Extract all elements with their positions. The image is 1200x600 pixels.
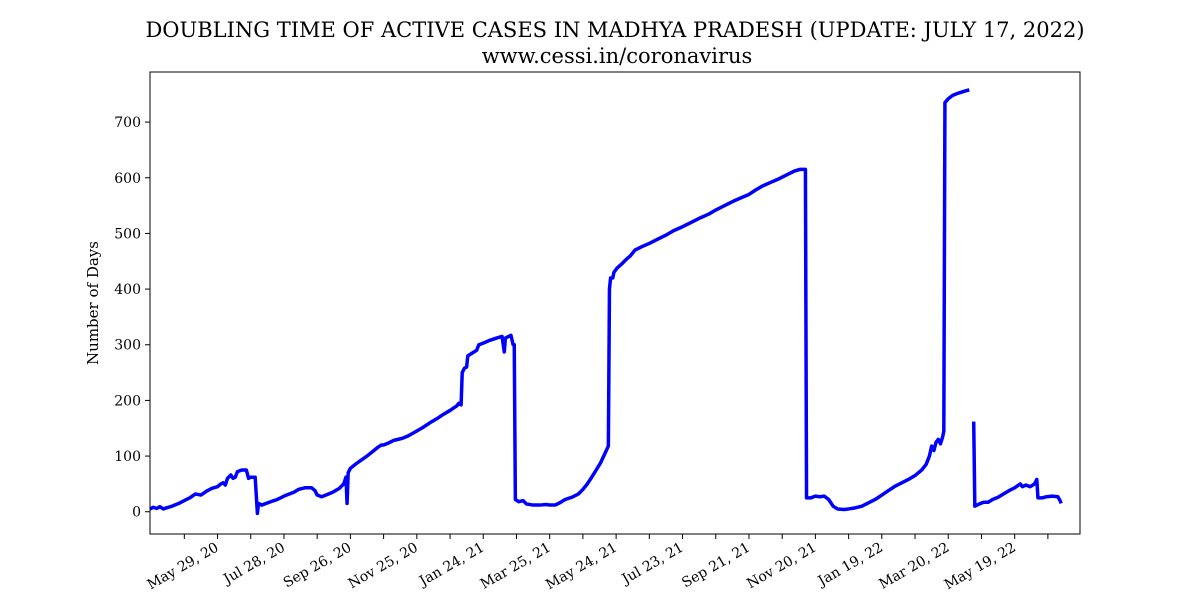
y-tick-label: 0	[132, 505, 141, 521]
x-tick-label: Nov 20, 21	[744, 540, 819, 593]
y-tick-label: 400	[114, 282, 141, 298]
y-tick-label: 100	[114, 449, 141, 465]
plot-frame	[149, 71, 1081, 535]
y-tick-label: 700	[114, 115, 141, 131]
y-tick-label: 300	[114, 338, 141, 354]
x-tick-label: Mar 20, 22	[876, 540, 952, 593]
chart-subtitle: www.cessi.in/coronavirus	[482, 44, 753, 68]
x-tick-label: Sep 21, 21	[679, 540, 753, 592]
x-tick-label: May 19, 22	[942, 540, 1019, 594]
x-tick-label: May 29, 20	[145, 540, 222, 594]
x-tick-label: Nov 25, 20	[346, 540, 421, 593]
y-tick-label: 200	[114, 393, 141, 409]
x-tick-label: Mar 25, 21	[478, 540, 554, 593]
y-axis-label: Number of Days	[84, 241, 102, 365]
x-tick-label: Jan 24, 21	[415, 540, 487, 591]
x-tick-label: May 24, 21	[543, 540, 620, 594]
series-layer	[149, 88, 1063, 516]
x-tick-label: Jan 19, 22	[814, 540, 886, 591]
y-tick-label: 600	[114, 171, 141, 187]
series-line-2	[971, 421, 1063, 508]
x-tick-label: Jul 28, 20	[219, 540, 288, 589]
y-tick-label: 500	[114, 226, 141, 242]
y-axis-ticks: 0 100 200 300 400 500 600 700	[114, 115, 150, 521]
x-tick-label: Jul 23, 21	[618, 540, 687, 589]
chart-title: DOUBLING TIME OF ACTIVE CASES IN MADHYA …	[145, 18, 1084, 42]
series-line-1	[149, 88, 970, 516]
x-tick-label: Sep 26, 20	[281, 540, 355, 592]
